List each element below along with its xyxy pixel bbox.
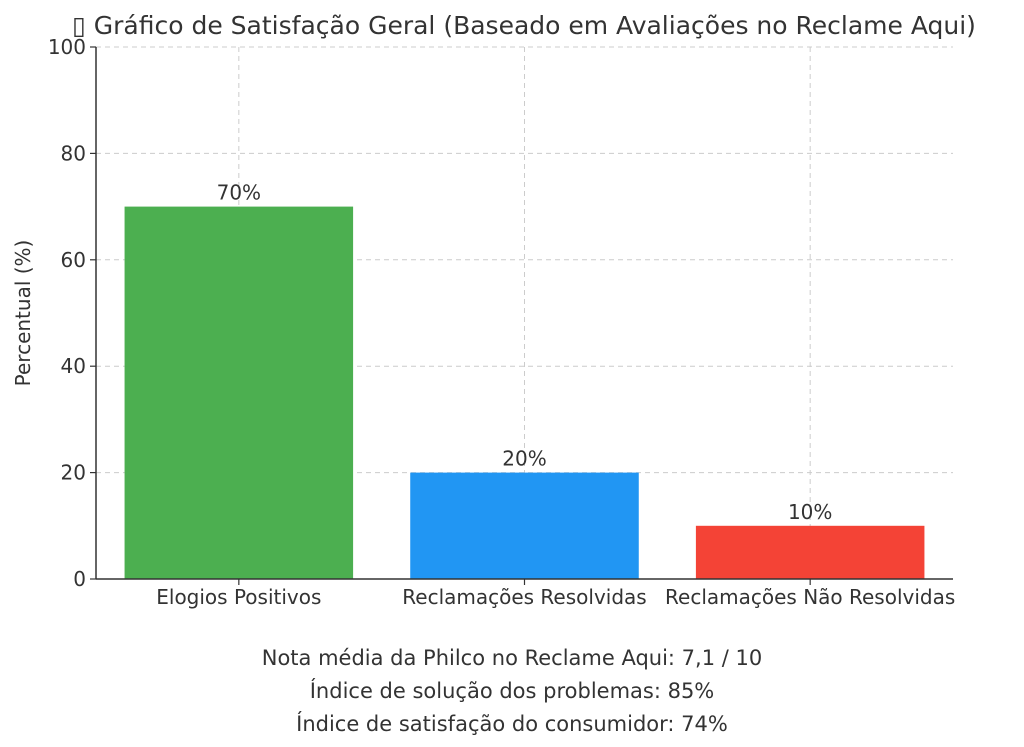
y-tick-label: 60 [61,248,86,272]
axes [90,46,953,585]
bar-value-labels: 70% 20% 10% [217,181,833,524]
average-score-note: Nota média da Philco no Reclame Aqui: 7,… [261,646,763,670]
bar [695,525,925,579]
y-tick-label: 0 [73,567,86,591]
y-tick-labels: 0 20 40 60 80 100 [48,35,86,591]
summary-notes: Nota média da Philco no Reclame Aqui: 7,… [0,642,1024,741]
bar-chart: ▯ Gráfico de Satisfação Geral (Baseado e… [11,11,976,609]
y-tick-label: 40 [61,354,86,378]
x-tick-label: Reclamações Resolvidas [402,585,646,609]
bar-value-label: 20% [502,447,546,471]
bar [124,206,354,579]
y-tick-label: 20 [61,461,86,485]
bars [124,206,925,579]
bar-value-label: 10% [788,500,832,524]
satisfaction-index-note: Índice de satisfação do consumidor: 74% [296,712,728,736]
solution-index-note: Índice de solução dos problemas: 85% [309,679,715,703]
x-tick-label: Reclamações Não Resolvidas [665,585,955,609]
x-tick-label: Elogios Positivos [156,585,321,609]
bar [410,472,639,579]
x-tick-labels: Elogios Positivos Reclamações Resolvidas R… [156,585,955,609]
y-tick-label: 100 [48,35,86,59]
bar-value-label: 70% [217,181,261,205]
chart-title: ▯ Gráfico de Satisfação Geral (Baseado e… [72,11,976,40]
y-tick-label: 80 [61,141,86,165]
y-axis-label: Percentual (%) [11,240,35,387]
